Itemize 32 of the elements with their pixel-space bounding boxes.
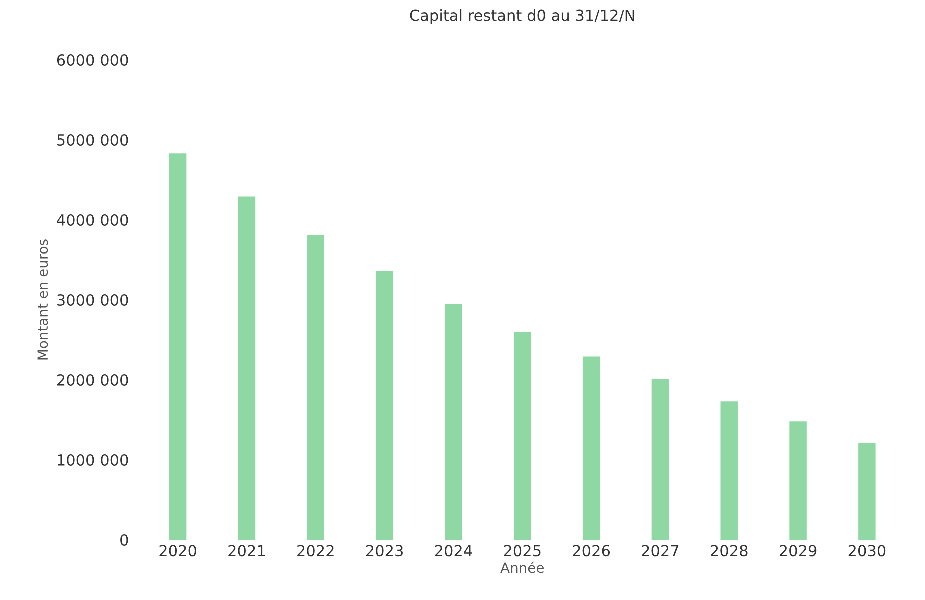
bar [169, 154, 187, 540]
x-tick-label: 2026 [573, 545, 610, 557]
bar [858, 443, 876, 540]
bar [582, 356, 600, 540]
y-tick-label: 0 [120, 534, 128, 546]
y-tick-label: 6000 000 [57, 54, 128, 66]
x-tick-label: 2028 [711, 545, 748, 557]
bar [652, 379, 670, 540]
bar [514, 332, 532, 540]
y-axis-title: Montant en euros [38, 240, 48, 360]
x-tick-label: 2020 [160, 545, 196, 557]
y-tick-label: 1000 000 [58, 454, 128, 466]
x-tick-label: 2022 [298, 545, 334, 557]
bar [445, 304, 462, 540]
bar [790, 422, 807, 540]
bar [307, 235, 324, 540]
x-tick-label: 2024 [435, 545, 472, 557]
x-tick-label: 2025 [504, 545, 541, 557]
x-tick-label: 2030 [848, 545, 886, 557]
y-tick-label: 3000 000 [58, 294, 128, 306]
y-tick-label: 5000 000 [58, 134, 128, 146]
chart-title: Capital restant d0 au 31/12/N [410, 10, 634, 24]
bar [238, 196, 256, 540]
x-tick-label: 2029 [780, 545, 817, 557]
x-tick-label: 2023 [366, 545, 404, 557]
x-tick-label: 2021 [228, 545, 265, 557]
bar [720, 402, 738, 540]
x-tick-label: 2027 [642, 545, 679, 557]
y-tick-label: 2000 000 [57, 374, 128, 386]
y-tick-label: 4000 000 [57, 214, 128, 226]
x-axis-title: Année [500, 562, 544, 574]
bar [376, 271, 394, 540]
